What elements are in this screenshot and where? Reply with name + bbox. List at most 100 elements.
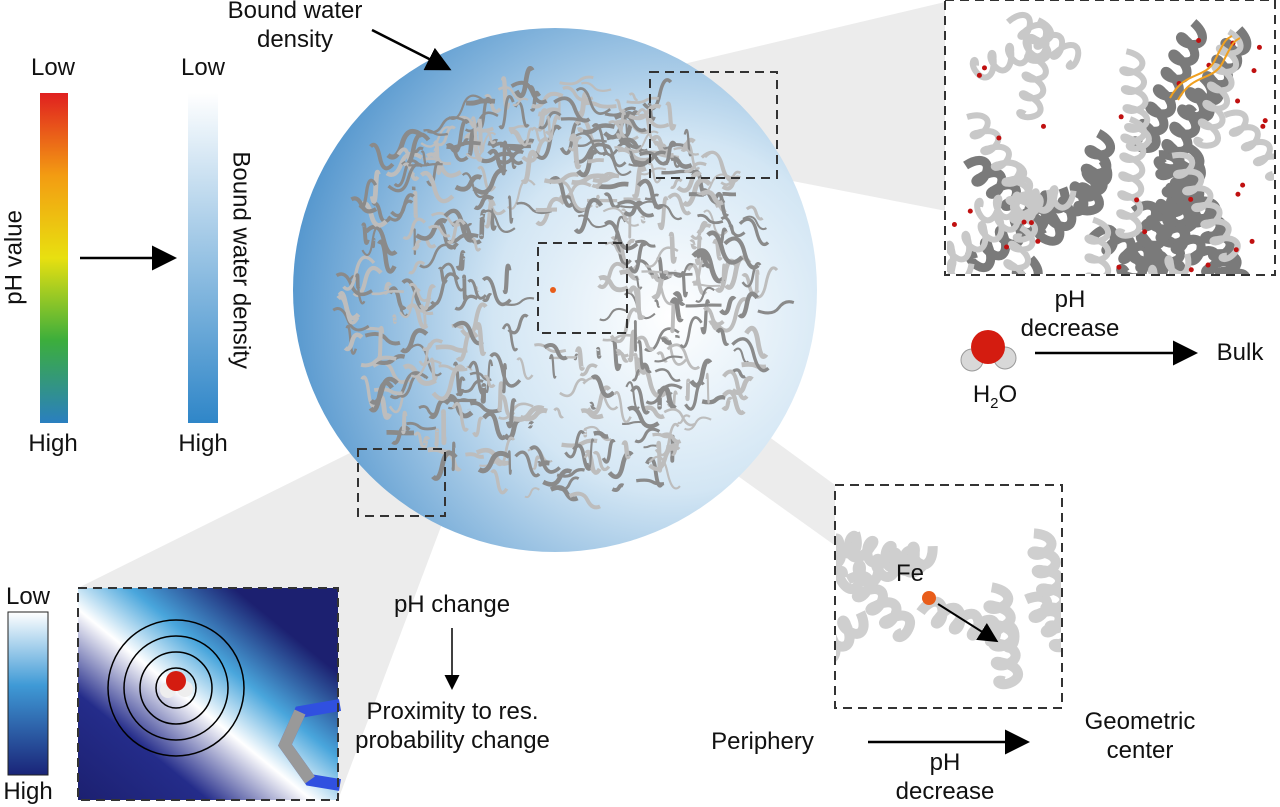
helix xyxy=(1223,109,1274,181)
helix xyxy=(548,354,557,379)
water xyxy=(1116,264,1122,270)
helix xyxy=(721,396,733,411)
helix xyxy=(643,444,657,449)
helix xyxy=(420,125,452,148)
helix xyxy=(603,144,627,168)
helix xyxy=(651,270,673,300)
to-label: Geometric center xyxy=(1084,708,1196,764)
helix xyxy=(845,570,915,643)
helix xyxy=(433,125,456,147)
helix xyxy=(421,435,431,449)
helix xyxy=(624,130,659,152)
helix xyxy=(460,302,488,338)
helix xyxy=(582,123,616,135)
helix xyxy=(420,150,430,167)
helix xyxy=(628,241,647,274)
water xyxy=(1035,238,1041,244)
helix xyxy=(680,271,689,298)
helix xyxy=(415,218,448,241)
helix xyxy=(663,408,696,427)
helix xyxy=(501,140,508,176)
helix xyxy=(670,178,683,189)
helix xyxy=(446,394,474,419)
helix xyxy=(598,275,629,293)
helix xyxy=(516,357,534,380)
arrow xyxy=(371,28,452,71)
helix xyxy=(592,450,611,472)
helix xyxy=(549,485,579,502)
helix xyxy=(635,335,655,352)
water xyxy=(1251,68,1257,74)
helix xyxy=(487,148,506,171)
helix xyxy=(483,209,516,233)
helix xyxy=(499,143,531,149)
helix xyxy=(657,196,669,231)
helix xyxy=(377,325,385,361)
helix xyxy=(451,402,469,432)
helix xyxy=(573,197,604,234)
helix xyxy=(564,430,585,459)
oxygen xyxy=(971,330,1005,364)
helix xyxy=(581,81,612,92)
helix xyxy=(358,178,378,209)
helix xyxy=(483,374,496,388)
helix xyxy=(661,169,698,175)
helix xyxy=(393,159,421,188)
helix xyxy=(615,348,630,358)
bar-label: Low xyxy=(5,583,51,610)
helix xyxy=(722,389,746,416)
helix xyxy=(482,293,493,303)
helix xyxy=(647,162,662,184)
helix xyxy=(665,101,677,131)
helix xyxy=(543,172,580,184)
helix xyxy=(611,483,625,492)
helix xyxy=(434,428,440,447)
helix xyxy=(482,411,507,441)
helix xyxy=(571,173,609,186)
helix xyxy=(601,439,616,464)
helix xyxy=(524,487,540,499)
helix xyxy=(641,405,665,420)
helix xyxy=(355,273,361,290)
helix xyxy=(695,286,715,303)
helix xyxy=(490,469,509,495)
water xyxy=(1233,247,1239,253)
helix xyxy=(625,381,640,410)
helix xyxy=(473,194,495,211)
helix xyxy=(471,237,482,252)
helix xyxy=(392,314,397,324)
helix xyxy=(528,85,542,97)
helix xyxy=(638,150,669,166)
helix xyxy=(673,262,694,278)
helix xyxy=(683,128,693,157)
helix xyxy=(599,307,627,322)
helix xyxy=(628,92,639,101)
panel-border xyxy=(77,587,339,801)
helix xyxy=(589,401,597,410)
water xyxy=(1240,182,1246,188)
helix xyxy=(696,173,733,196)
helix xyxy=(634,275,643,290)
helix xyxy=(418,342,433,367)
helix xyxy=(430,272,460,306)
helix xyxy=(615,111,627,140)
annotation: Bound water density xyxy=(227,0,363,53)
fe-atom xyxy=(922,591,936,605)
helix xyxy=(660,432,682,444)
helix xyxy=(730,375,754,396)
colorbar xyxy=(7,611,49,776)
helix xyxy=(402,217,427,241)
water xyxy=(1256,44,1262,50)
helix xyxy=(640,362,652,374)
helix xyxy=(641,270,662,274)
helix xyxy=(720,216,746,238)
helix xyxy=(505,398,517,429)
helix xyxy=(469,401,502,414)
helix xyxy=(441,409,447,446)
helix xyxy=(337,291,360,325)
helix xyxy=(667,192,692,216)
helix xyxy=(741,262,762,288)
helix xyxy=(637,340,646,370)
water xyxy=(1205,262,1211,268)
